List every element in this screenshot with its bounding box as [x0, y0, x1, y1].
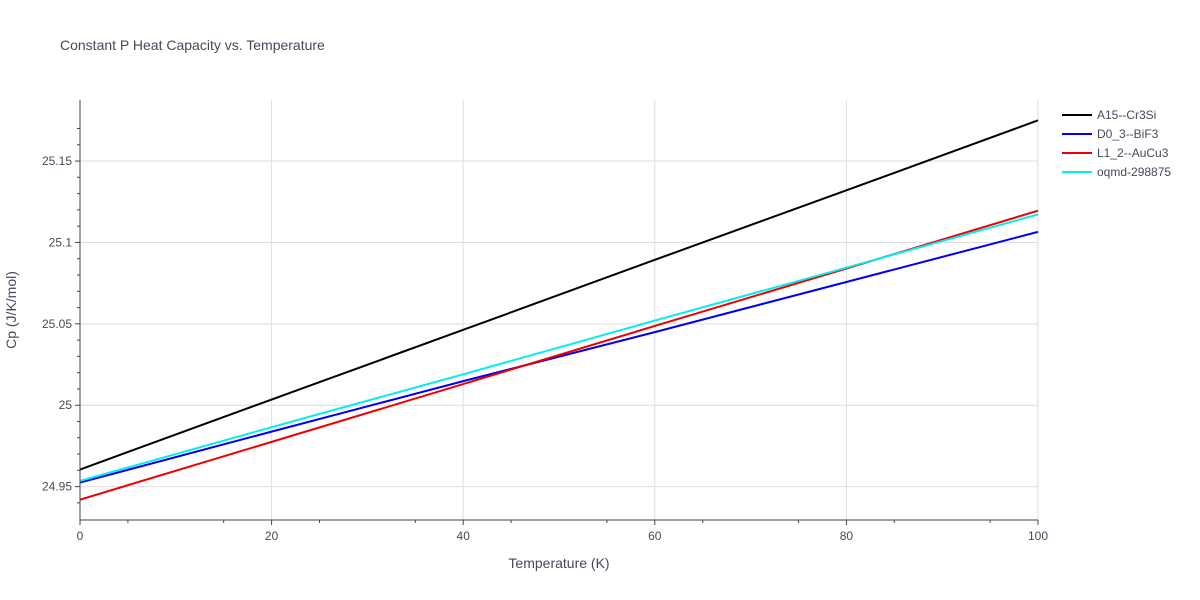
legend-item[interactable]: D0_3--BiF3	[1062, 127, 1159, 141]
chart-title: Constant P Heat Capacity vs. Temperature	[60, 37, 325, 53]
x-tick-label: 60	[648, 529, 662, 543]
legend-label: L1_2--AuCu3	[1097, 146, 1169, 160]
series-line-a15-cr3si	[79, 119, 1039, 471]
legend-label: A15--Cr3Si	[1097, 108, 1156, 122]
series-line-d0-3-bif3	[79, 230, 1039, 484]
series-layer	[79, 119, 1039, 501]
legend-label: D0_3--BiF3	[1097, 127, 1159, 141]
x-axis-title: Temperature (K)	[508, 555, 609, 571]
y-axis-title: Cp (J/K/mol)	[3, 271, 19, 349]
x-tick-label: 0	[77, 529, 84, 543]
y-tick-label: 25.1	[49, 235, 73, 249]
x-tick-label: 20	[265, 529, 279, 543]
grid	[80, 100, 1039, 520]
x-tick-label: 80	[840, 529, 854, 543]
y-tick-label: 25.15	[42, 154, 72, 168]
legend-item[interactable]: L1_2--AuCu3	[1062, 146, 1169, 160]
x-tick-label: 100	[1028, 529, 1048, 543]
legend-label: oqmd-298875	[1097, 165, 1171, 179]
y-tick-label: 25	[59, 398, 73, 412]
y-tick-label: 24.95	[42, 480, 72, 494]
x-tick-label: 40	[457, 529, 471, 543]
legend-item[interactable]: oqmd-298875	[1062, 165, 1171, 179]
series-line-oqmd-298875	[79, 213, 1039, 482]
axes: 0 20 40 60 80 100 24.95 25 25.05 25.1 25.15	[42, 100, 1048, 543]
legend-item[interactable]: A15--Cr3Si	[1062, 108, 1156, 122]
legend[interactable]: A15--Cr3Si D0_3--BiF3 L1_2--AuCu3 oqmd-2988…	[1062, 108, 1171, 179]
y-tick-label: 25.05	[42, 317, 72, 331]
